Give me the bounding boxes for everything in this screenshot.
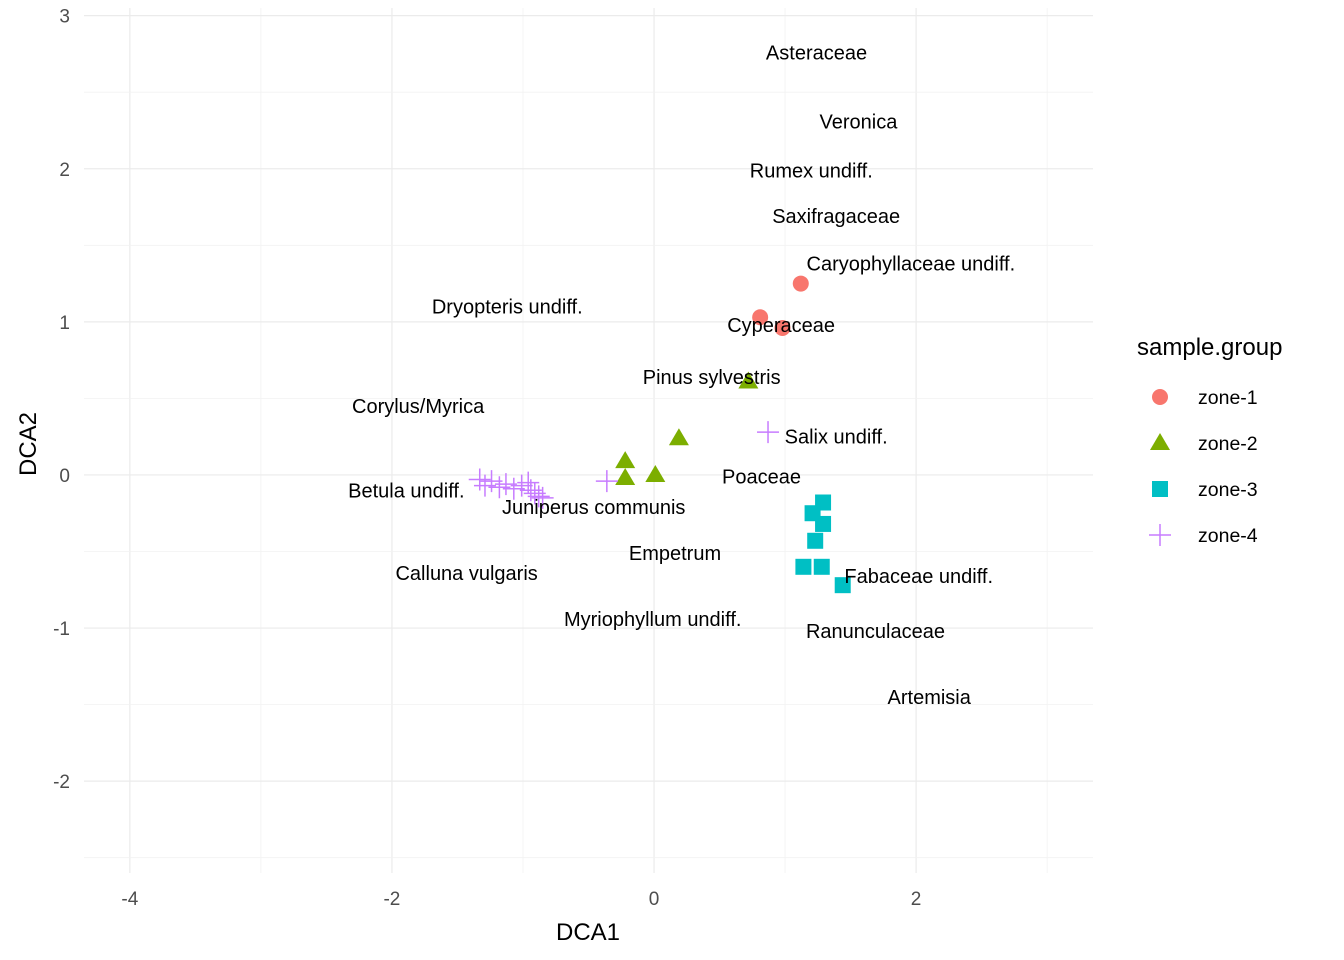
zone-4-point (757, 421, 780, 444)
species-label: Dryopteris undiff. (432, 297, 583, 319)
species-label: Myriophyllum undiff. (564, 609, 741, 631)
species-label: Empetrum (629, 543, 721, 565)
zone-4-point (488, 476, 511, 499)
zone-4-point (595, 470, 618, 493)
grid-lines (84, 8, 1093, 873)
species-label: Cyperaceae (727, 315, 835, 337)
legend-label: zone-4 (1198, 525, 1258, 547)
y-tick-label: 1 (59, 313, 70, 334)
species-label: Corylus/Myrica (352, 396, 485, 418)
x-axis-ticks: -4 -2 0 2 (121, 889, 921, 910)
zone-2-point (615, 451, 636, 469)
x-tick-label: 2 (911, 889, 922, 910)
species-label: Rumex undiff. (750, 160, 873, 182)
y-axis-ticks: -2 -1 0 1 2 3 (53, 7, 70, 793)
y-tick-label: -1 (53, 619, 70, 640)
legend-key-zone-4 (1149, 524, 1171, 546)
zone-1-point (774, 319, 791, 336)
zone-4-point (468, 468, 491, 491)
zone-4-point (473, 474, 496, 497)
zone-1-point (752, 309, 769, 326)
y-tick-label: -2 (53, 772, 70, 793)
species-label: Calluna vulgaris (395, 563, 537, 585)
species-label: Fabaceae undiff. (844, 566, 993, 588)
species-label: Caryophyllaceae undiff. (807, 254, 1016, 276)
zone-2-point (668, 428, 689, 446)
species-label: Artemisia (888, 687, 972, 709)
species-label: Ranunculaceae (806, 621, 945, 643)
species-label: Veronica (820, 111, 899, 133)
zone-4-point (510, 474, 533, 497)
species-label: Salix undiff. (785, 427, 888, 449)
legend-items: zone-1 zone-2 zone-3 zone-4 (1149, 387, 1258, 547)
zone-1-point (792, 275, 809, 292)
x-tick-label: -2 (383, 889, 400, 910)
species-label: Betula undiff. (348, 480, 464, 502)
legend-key-zone-1 (1152, 389, 1168, 405)
x-tick-label: -4 (121, 889, 138, 910)
species-label: Juniperus communis (502, 497, 685, 519)
y-axis-title: DCA2 (15, 412, 42, 476)
x-tick-label: 0 (649, 889, 660, 910)
species-label: Saxifragaceae (772, 206, 900, 228)
legend-title: sample.group (1137, 334, 1282, 361)
x-axis-title: DCA1 (556, 919, 620, 946)
legend-key-zone-2 (1150, 433, 1170, 450)
species-labels: Asteraceae Veronica Rumex undiff. Saxifraga… (348, 42, 1015, 709)
y-tick-label: 3 (59, 7, 70, 28)
legend-label: zone-3 (1198, 479, 1258, 501)
species-label: Poaceae (722, 466, 801, 488)
zone-3-point (807, 532, 824, 549)
zone-2-point (645, 464, 666, 482)
legend: sample.group zone-1 zone-2 zone-3 zone-4 (1137, 334, 1282, 547)
data-points (468, 275, 851, 594)
legend-key-zone-3 (1152, 481, 1168, 497)
zone-3-point (813, 558, 830, 575)
y-tick-label: 2 (59, 160, 70, 181)
zone-2-point (738, 371, 759, 389)
legend-label: zone-1 (1198, 387, 1258, 409)
species-label: Asteraceae (766, 42, 867, 64)
zone-2-point (615, 468, 636, 486)
zone-4-point (531, 486, 554, 509)
y-tick-label: 0 (59, 466, 70, 487)
legend-label: zone-2 (1198, 433, 1258, 455)
zone-3-point (834, 577, 851, 594)
zone-4-point (527, 485, 550, 508)
species-label: Pinus sylvestris (643, 367, 781, 389)
zone-3-point (815, 515, 832, 532)
zone-3-point (795, 558, 812, 575)
